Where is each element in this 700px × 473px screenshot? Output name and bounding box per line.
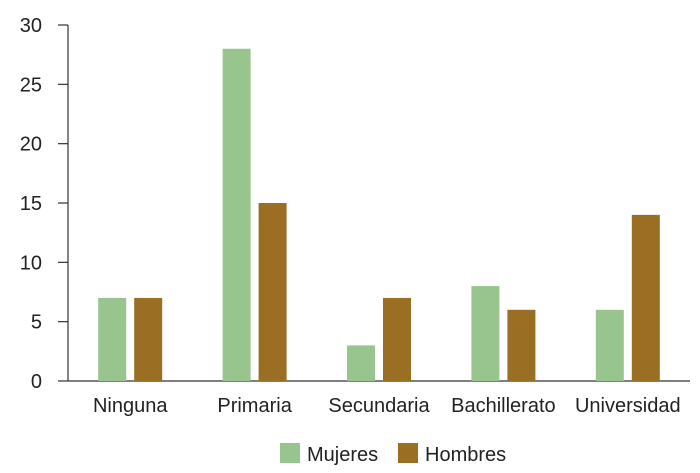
x-axis: Ninguna Primaria Secundaria Bachillerato Uni… <box>68 380 690 417</box>
bar-mujeres-universidad <box>595 309 624 381</box>
y-tick-label: 5 <box>31 312 42 334</box>
y-axis: 0 5 10 15 20 25 30 <box>20 15 69 393</box>
bar-mujeres-primaria <box>222 48 251 381</box>
x-category-label: Bachillerato <box>451 395 556 417</box>
bar-hombres-universidad <box>631 214 660 381</box>
bar-hombres-bachillerato <box>507 309 536 381</box>
y-tick-label: 10 <box>20 252 42 274</box>
legend: Mujeres Hombres <box>280 443 506 466</box>
legend-label: Mujeres <box>307 444 378 466</box>
y-tick-label: 30 <box>20 15 42 37</box>
y-tick-label: 25 <box>20 74 42 96</box>
x-category-label: Primaria <box>217 395 292 417</box>
bars <box>98 48 660 381</box>
bar-hombres-primaria <box>258 203 287 381</box>
legend-swatch-mujeres <box>280 443 300 463</box>
y-tick-label: 0 <box>31 371 42 393</box>
legend-swatch-hombres <box>398 443 418 463</box>
x-category-label: Secundaria <box>328 395 430 417</box>
bar-hombres-ninguna <box>134 297 163 381</box>
bar-mujeres-bachillerato <box>471 286 500 381</box>
x-category-label: Ninguna <box>93 395 168 417</box>
legend-label: Hombres <box>425 444 506 466</box>
x-category-label: Universidad <box>575 395 681 417</box>
bar-mujeres-secundaria <box>347 345 375 381</box>
bar-mujeres-ninguna <box>98 297 127 381</box>
bar-hombres-secundaria <box>383 297 411 381</box>
y-tick-label: 15 <box>20 193 42 215</box>
y-tick-label: 20 <box>20 134 42 156</box>
